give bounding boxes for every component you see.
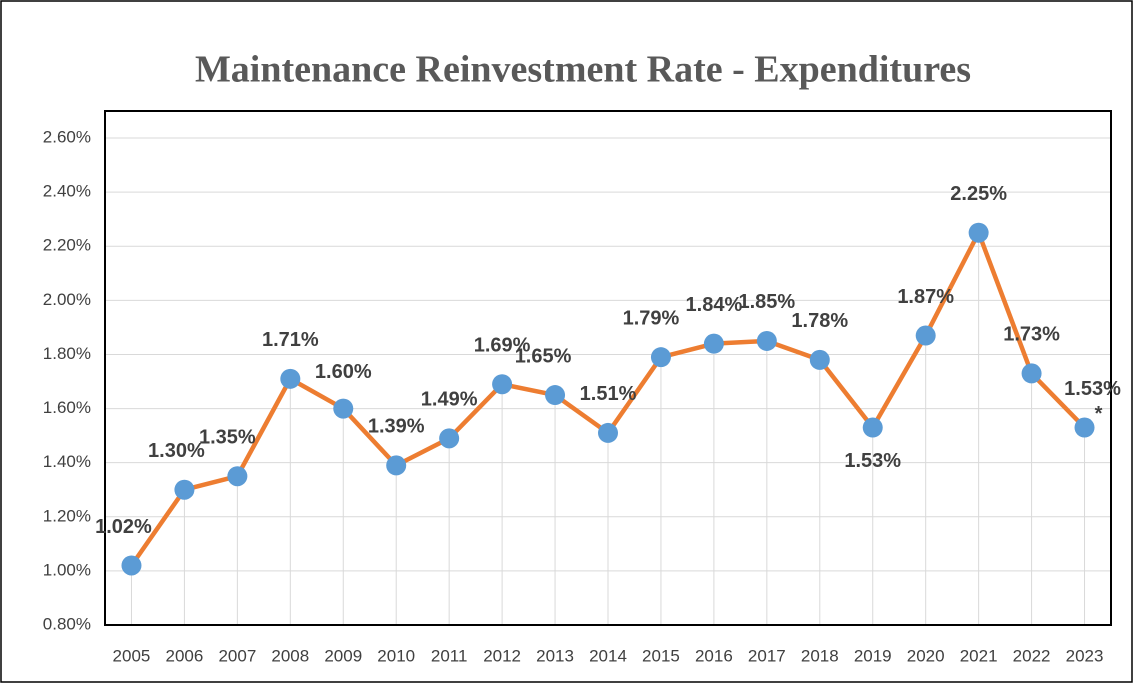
- marker: [915, 325, 936, 346]
- data-label: 1.39%: [368, 416, 425, 438]
- marker: [174, 479, 195, 500]
- data-label: 1.51%: [580, 383, 637, 405]
- data-label: 1.73%: [1003, 324, 1060, 346]
- marker: [809, 349, 830, 370]
- y-tick-label: 1.20%: [43, 506, 91, 525]
- marker: [280, 368, 301, 389]
- x-tick-label: 2016: [695, 646, 733, 665]
- y-tick-label: 1.60%: [43, 398, 91, 417]
- x-tick-label: 2022: [1013, 646, 1051, 665]
- marker: [968, 222, 989, 243]
- y-tick-label: 1.40%: [43, 452, 91, 471]
- marker: [227, 466, 248, 487]
- marker: [1074, 417, 1095, 438]
- data-label: 1.87%: [897, 286, 954, 308]
- marker: [598, 422, 618, 443]
- x-tick-label: 2015: [642, 646, 680, 665]
- data-label: 1.78%: [791, 310, 848, 332]
- y-tick-label: 2.60%: [43, 128, 91, 147]
- data-label: 1.85%: [738, 291, 795, 313]
- data-label: 1.53%: [844, 450, 901, 472]
- x-tick-label: 2005: [113, 646, 151, 665]
- marker: [492, 374, 513, 395]
- x-tick-label: 2021: [960, 646, 998, 665]
- marker: [756, 330, 777, 351]
- y-tick-label: 2.40%: [43, 182, 91, 201]
- data-label: 1.49%: [421, 389, 478, 411]
- marker: [703, 333, 724, 354]
- chart-title: Maintenance Reinvestment Rate - Expendit…: [195, 49, 971, 91]
- annotation: *: [1095, 403, 1103, 425]
- marker: [545, 385, 566, 406]
- marker: [439, 428, 460, 449]
- marker: [650, 347, 671, 368]
- marker: [862, 417, 883, 438]
- x-tick-label: 2013: [536, 646, 574, 665]
- data-label: 1.69%: [474, 335, 531, 357]
- data-label: 1.53%: [1064, 378, 1121, 400]
- data-label: 1.71%: [262, 329, 319, 351]
- marker: [1021, 363, 1042, 384]
- x-tick-label: 2008: [271, 646, 309, 665]
- x-tick-label: 2019: [854, 646, 892, 665]
- x-tick-label: 2020: [907, 646, 945, 665]
- data-label: 1.30%: [148, 440, 205, 462]
- y-tick-label: 0.80%: [43, 614, 91, 633]
- data-label: 1.60%: [315, 361, 372, 383]
- x-tick-label: 2014: [589, 646, 627, 665]
- x-tick-label: 2017: [748, 646, 786, 665]
- y-tick-label: 1.80%: [43, 344, 91, 363]
- data-label: 1.02%: [95, 516, 152, 538]
- data-label: 1.65%: [515, 345, 572, 367]
- y-tick-label: 2.00%: [43, 290, 91, 309]
- data-label: 2.25%: [950, 183, 1007, 205]
- data-label: 1.84%: [686, 294, 743, 316]
- x-tick-label: 2023: [1066, 646, 1104, 665]
- data-label: 1.35%: [199, 426, 256, 448]
- x-tick-label: 2012: [483, 646, 521, 665]
- x-tick-label: 2011: [431, 646, 468, 665]
- plot-border: [104, 110, 1112, 626]
- x-tick-label: 2018: [801, 646, 839, 665]
- x-tick-label: 2006: [166, 646, 204, 665]
- y-tick-label: 2.20%: [43, 236, 91, 255]
- y-tick-label: 1.00%: [43, 560, 91, 579]
- marker: [121, 555, 142, 576]
- marker: [333, 398, 354, 419]
- data-label: 1.79%: [623, 307, 680, 329]
- x-tick-label: 2007: [218, 646, 256, 665]
- marker: [386, 455, 407, 476]
- x-tick-label: 2009: [324, 646, 362, 665]
- x-tick-label: 2010: [377, 646, 415, 665]
